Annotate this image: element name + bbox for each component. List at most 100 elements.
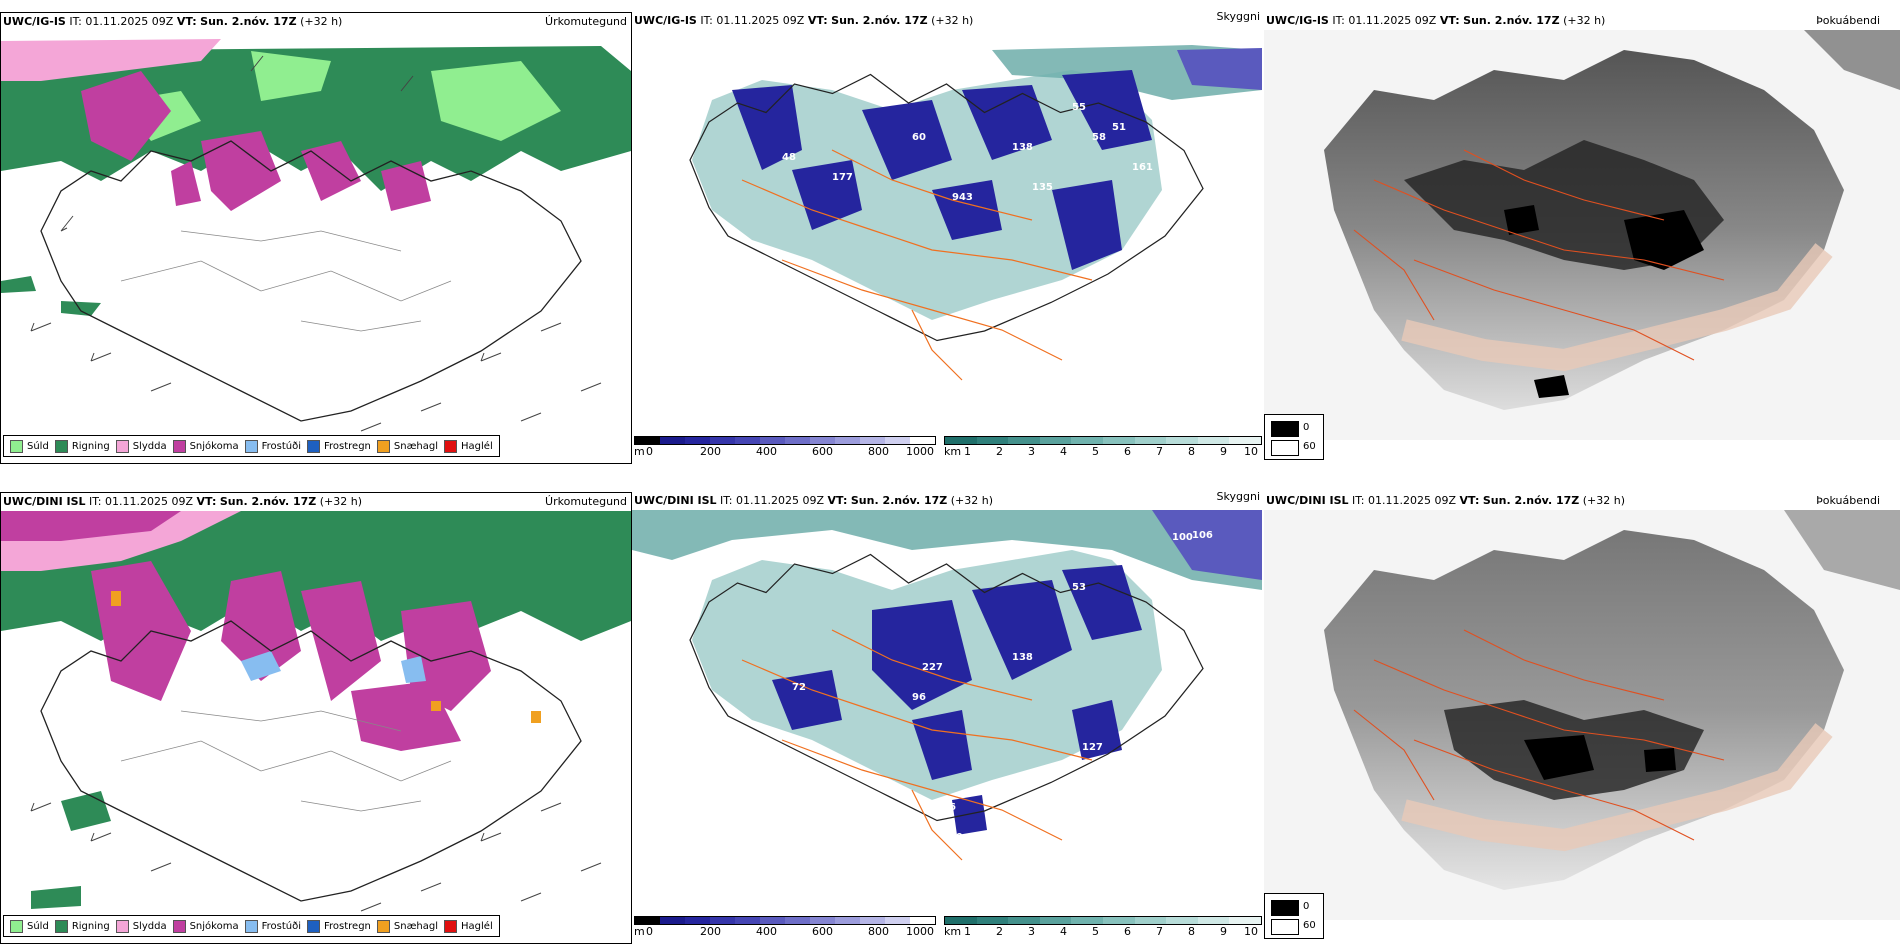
cloudbase-map: 100 106 53 227 96 138 72 96 130 127 xyxy=(632,510,1262,861)
visibility-colorbar: km 1 2 3 4 5 6 7 8 9 10 xyxy=(944,436,1262,462)
cloudbase-bar xyxy=(634,436,936,445)
svg-text:177: 177 xyxy=(832,172,853,183)
precip-legend: Súld Rigning Slydda Snjókoma Frostúði Fr… xyxy=(3,915,500,937)
fog-title: Þokuábendi xyxy=(1816,494,1880,507)
colorbar-tick: 6 xyxy=(1124,925,1131,938)
legend-swatch xyxy=(172,919,186,933)
legend-item: Haglél xyxy=(444,919,493,933)
svg-text:55: 55 xyxy=(1072,102,1086,113)
svg-text:227: 227 xyxy=(922,662,943,673)
legend-swatch xyxy=(115,919,129,933)
cloud-labels: 100 106 53 227 96 138 72 96 130 127 xyxy=(792,530,1213,843)
panel-title: UWC/IG-IS IT: 01.11.2025 09Z VT: Sun. 2.… xyxy=(1266,14,1606,27)
fog-legend-high: 60 xyxy=(1303,920,1316,931)
fog-legend-low: 0 xyxy=(1303,422,1310,433)
colorbar-tick: 3 xyxy=(1028,925,1035,938)
visibility-bar xyxy=(944,916,1262,925)
colorbar-tick: 9 xyxy=(1220,445,1227,458)
precip-legend: Súld Rigning Slydda Snjókoma Frostúði Fr… xyxy=(3,435,500,457)
svg-text:106: 106 xyxy=(1192,530,1213,541)
visibility-title: Skyggni xyxy=(1216,492,1260,503)
svg-text:72: 72 xyxy=(792,682,806,693)
svg-text:58: 58 xyxy=(1092,132,1106,143)
fog-legend-high: 60 xyxy=(1303,441,1316,452)
legend-swatch xyxy=(376,919,390,933)
colorbar-tick: 600 xyxy=(812,445,833,458)
colorbar-tick: 200 xyxy=(700,445,721,458)
colorbar-tick: 10 xyxy=(1244,925,1258,938)
colorbar-tick: 4 xyxy=(1060,925,1067,938)
svg-text:96: 96 xyxy=(942,802,956,813)
svg-text:135: 135 xyxy=(1032,182,1053,193)
cloud-labels: 55 51 58 138 943 48 177 60 135 161 xyxy=(782,102,1153,203)
svg-text:60: 60 xyxy=(912,132,926,143)
fog-legend-low: 0 xyxy=(1303,901,1310,912)
legend-swatch xyxy=(444,919,458,933)
legend-item: Súld xyxy=(10,919,49,933)
svg-text:100: 100 xyxy=(1172,532,1193,543)
colorbar-tick: 0 xyxy=(646,445,653,458)
legend-swatch xyxy=(115,439,129,453)
fog-map xyxy=(1264,510,1900,920)
panel-title: UWC/DINI ISL IT: 01.11.2025 09Z VT: Sun.… xyxy=(1266,494,1626,507)
panel-title: UWC/DINI ISL IT: 01.11.2025 09Z VT: Sun.… xyxy=(3,495,363,508)
colorbar-tick: 1 xyxy=(964,445,971,458)
colorbar-tick: 8 xyxy=(1188,925,1195,938)
fog-legend-top: 0 60 xyxy=(1264,414,1324,460)
svg-text:138: 138 xyxy=(1012,142,1033,153)
colorbar-tick: 2 xyxy=(996,925,1003,938)
svg-text:48: 48 xyxy=(782,152,796,163)
legend-swatch xyxy=(244,919,258,933)
fog-panel-bottom: UWC/DINI ISL IT: 01.11.2025 09Z VT: Sun.… xyxy=(1264,492,1900,944)
legend-swatch xyxy=(307,439,320,453)
legend-item: Snjókoma xyxy=(172,439,239,453)
colorbar-tick: 200 xyxy=(700,925,721,938)
legend-item: Snjókoma xyxy=(172,919,239,933)
svg-text:130: 130 xyxy=(942,832,963,843)
legend-swatch xyxy=(376,439,390,453)
colorbar-tick: 2 xyxy=(996,445,1003,458)
legend-swatch xyxy=(172,439,186,453)
legend-swatch xyxy=(444,439,458,453)
legend-swatch xyxy=(244,439,258,453)
fog-swatch-high xyxy=(1271,440,1299,456)
cloudbase-colorbar: m 0 200 400 600 800 1000 xyxy=(634,916,936,942)
fog-legend-bottom: 0 60 xyxy=(1264,893,1324,939)
svg-text:943: 943 xyxy=(952,192,973,203)
legend-swatch xyxy=(54,919,68,933)
colorbar-tick: 5 xyxy=(1092,925,1099,938)
colorbar-tick: 1000 xyxy=(906,445,934,458)
svg-text:127: 127 xyxy=(1082,742,1103,753)
svg-text:161: 161 xyxy=(1132,162,1153,173)
colorbar-tick: 7 xyxy=(1156,445,1163,458)
panel-title: UWC/DINI ISL IT: 01.11.2025 09Z VT: Sun.… xyxy=(634,494,994,507)
legend-item: Súld xyxy=(10,439,49,453)
precip-panel-top: UWC/IG-IS IT: 01.11.2025 09Z VT: Sun. 2.… xyxy=(0,12,632,464)
fog-map xyxy=(1264,30,1900,440)
colorbar-tick: 0 xyxy=(646,925,653,938)
precip-type-title: Úrkomutegund xyxy=(545,15,627,28)
colorbar-unit: m xyxy=(634,445,645,458)
legend-swatch xyxy=(307,919,320,933)
legend-item: Snæhagl xyxy=(376,439,438,453)
svg-text:51: 51 xyxy=(1112,122,1126,133)
precip-type-title: Úrkomutegund xyxy=(545,495,627,508)
colorbar-tick: 800 xyxy=(868,445,889,458)
precip-map xyxy=(1,511,631,912)
colorbar-tick: 9 xyxy=(1220,925,1227,938)
panel-title: UWC/IG-IS IT: 01.11.2025 09Z VT: Sun. 2.… xyxy=(634,14,974,27)
legend-item: Frostregn xyxy=(307,439,371,453)
cloudbase-colorbar: m 0 200 400 600 800 1000 xyxy=(634,436,936,462)
colorbar-unit: km xyxy=(944,925,962,938)
colorbar-tick: 800 xyxy=(868,925,889,938)
colorbar-tick: 1000 xyxy=(906,925,934,938)
svg-text:96: 96 xyxy=(912,692,926,703)
visibility-title: Skyggni xyxy=(1216,12,1260,23)
legend-swatch xyxy=(10,439,23,453)
legend-swatch xyxy=(10,919,23,933)
legend-item: Frostúði xyxy=(244,439,301,453)
colorbar-unit: km xyxy=(944,445,962,458)
colorbar-tick: 10 xyxy=(1244,445,1258,458)
legend-item: Snæhagl xyxy=(376,919,438,933)
colorbar-tick: 5 xyxy=(1092,445,1099,458)
